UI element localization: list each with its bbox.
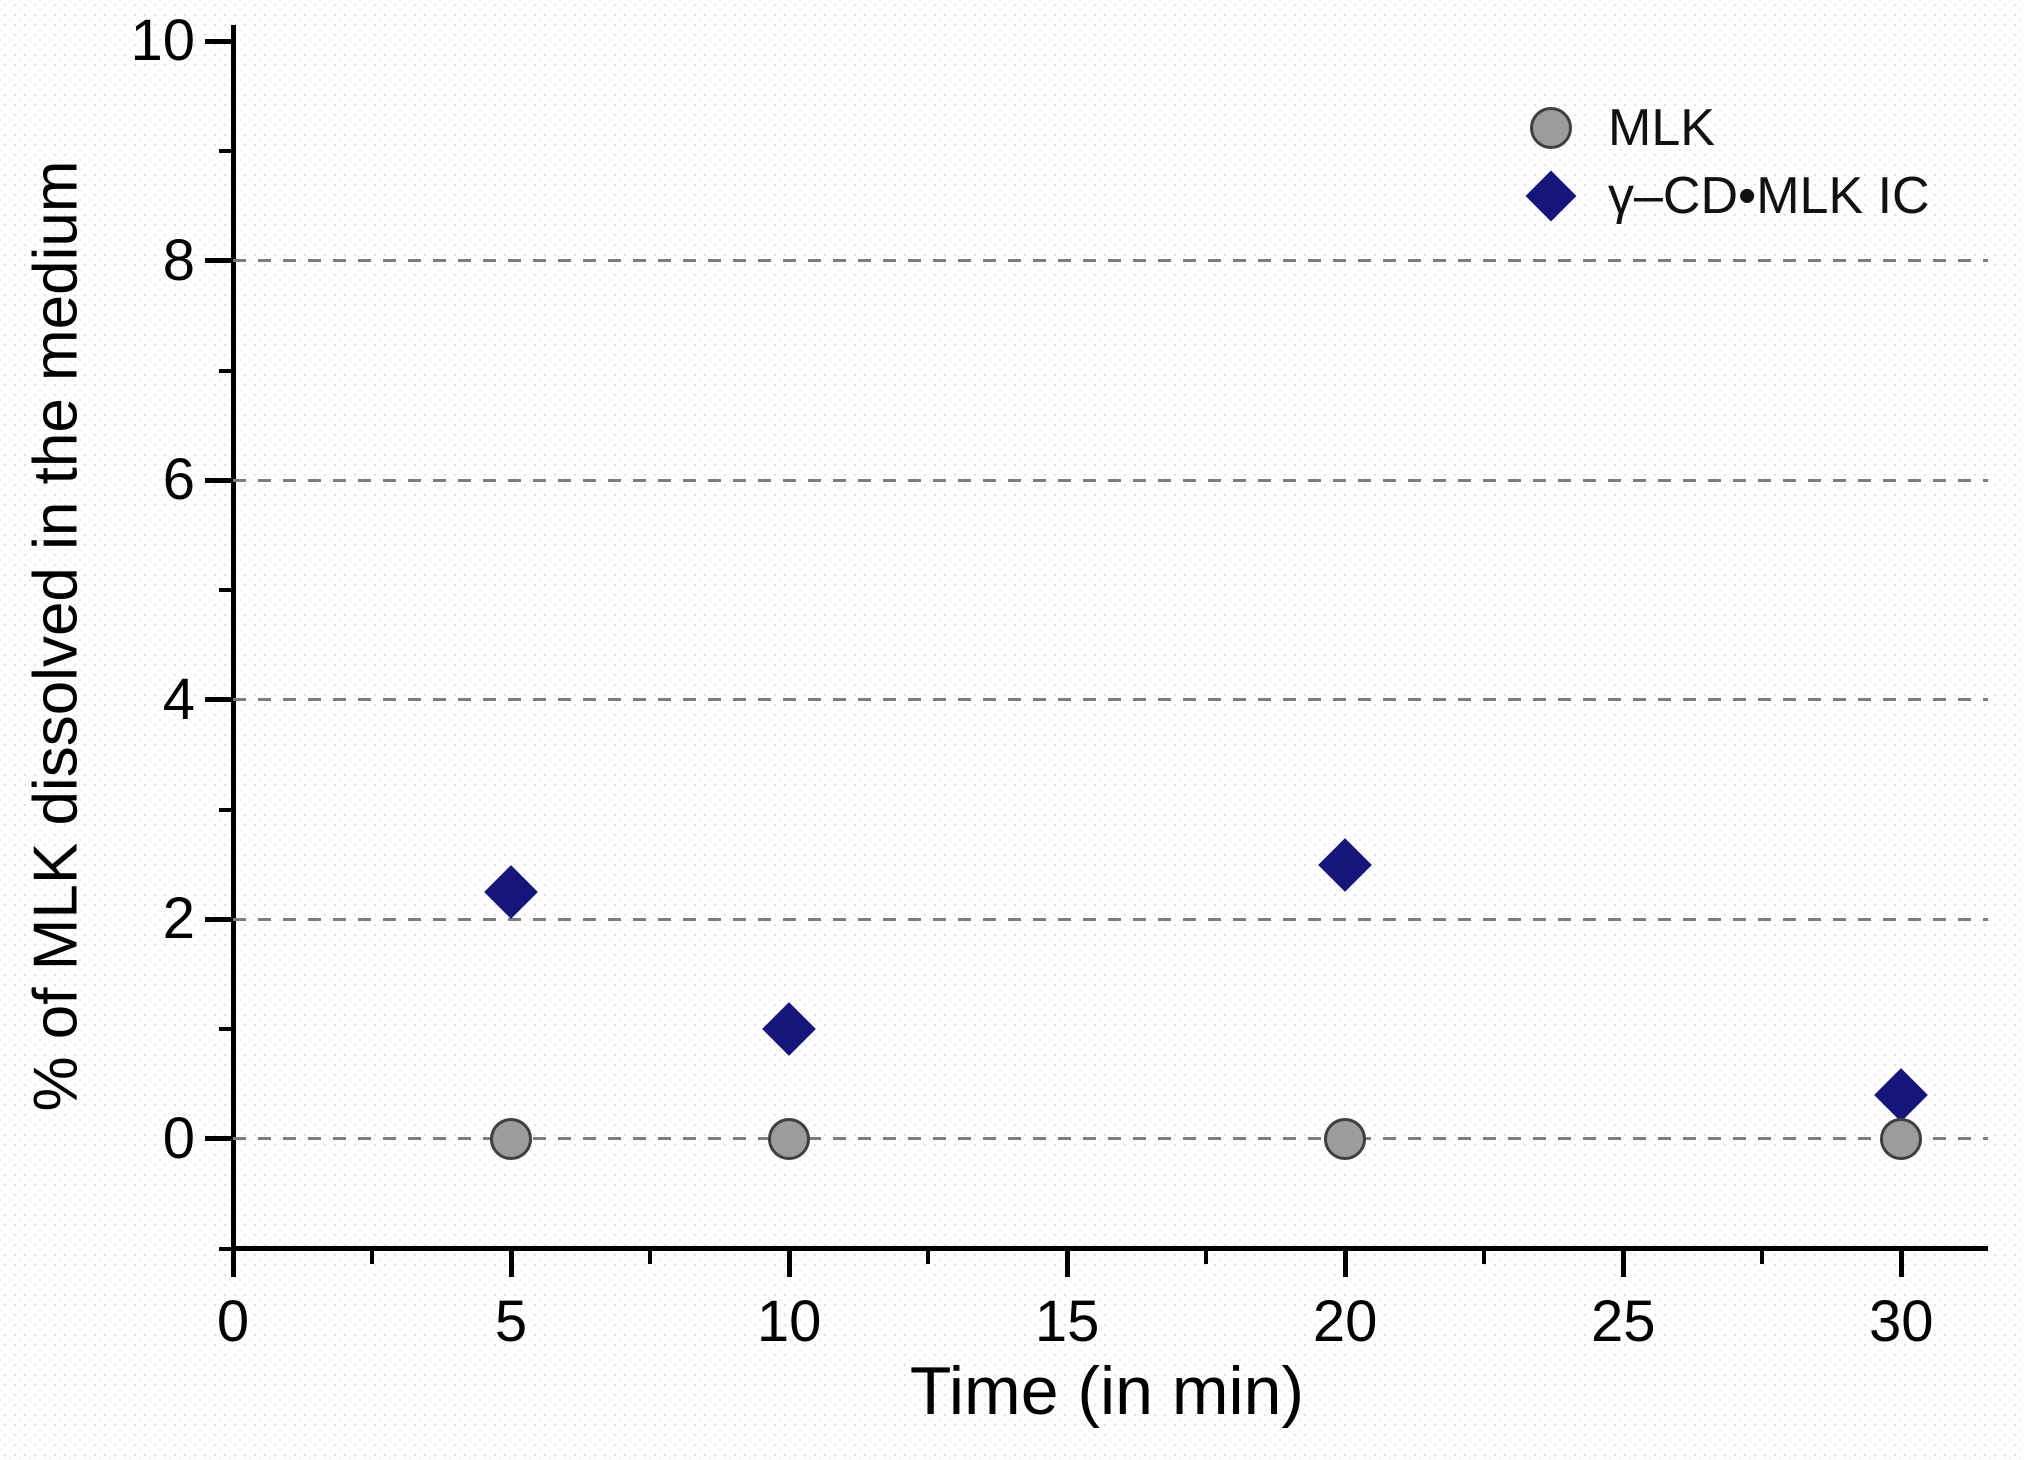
- y-axis-major-tick: [205, 477, 233, 483]
- x-tick-label: 0: [216, 1289, 250, 1354]
- legend-marker-cell: [1522, 107, 1580, 149]
- x-axis-major-tick: [1620, 1251, 1626, 1277]
- data-point-diamond: [1318, 837, 1373, 892]
- y-gridline: [233, 259, 1988, 263]
- x-tick-label: 25: [1590, 1289, 1656, 1354]
- data-point-circle: [768, 1117, 811, 1160]
- x-tick-label: 30: [1868, 1289, 1934, 1354]
- x-axis-minor-tick: [1204, 1251, 1209, 1264]
- x-axis-minor-tick: [1760, 1251, 1765, 1264]
- data-point-circle: [1324, 1117, 1367, 1160]
- y-gridline: [233, 917, 1988, 921]
- y-axis-minor-tick: [219, 1027, 233, 1032]
- x-axis-major-tick: [1064, 1251, 1070, 1277]
- y-tick-label: 6: [162, 447, 195, 513]
- x-axis-minor-tick: [648, 1251, 653, 1264]
- legend-item-mlk: MLK: [1522, 94, 1930, 162]
- y-axis-major-tick: [205, 258, 233, 264]
- x-tick-label: 10: [756, 1289, 822, 1354]
- y-tick-label: 8: [162, 227, 195, 293]
- y-axis-title: % of MLK dissolved in the medium: [21, 160, 91, 1112]
- y-axis-minor-tick: [219, 1246, 233, 1251]
- y-tick-label: 4: [162, 666, 195, 732]
- data-point-circle: [490, 1117, 533, 1160]
- x-axis-title: Time (in min): [909, 1353, 1305, 1429]
- x-axis-major-tick: [1342, 1251, 1348, 1277]
- data-point-diamond: [484, 865, 538, 919]
- y-axis-line: [231, 25, 236, 1276]
- diamond-marker-icon: [1525, 170, 1577, 222]
- y-gridline: [233, 478, 1988, 482]
- y-gridline: [233, 698, 1988, 702]
- legend-label-mlk: MLK: [1608, 99, 1715, 157]
- x-tick-label: 15: [1034, 1289, 1100, 1354]
- data-point-diamond: [1874, 1068, 1929, 1122]
- y-axis-major-tick: [205, 1136, 233, 1142]
- y-gridline: [233, 1137, 1988, 1141]
- y-axis-minor-tick: [219, 149, 233, 154]
- x-axis-major-tick: [1898, 1251, 1904, 1277]
- x-axis-major-tick: [786, 1251, 792, 1277]
- circle-marker-icon: [1530, 107, 1572, 149]
- legend-label-gcd-mlk-ic: γ–CD•MLK IC: [1608, 167, 1930, 225]
- y-tick-label: 10: [130, 8, 195, 74]
- y-axis-minor-tick: [219, 588, 233, 593]
- x-tick-label: 5: [494, 1289, 528, 1354]
- y-axis-minor-tick: [219, 807, 233, 812]
- x-axis-minor-tick: [370, 1251, 375, 1264]
- legend-marker-cell: [1522, 170, 1580, 222]
- x-axis-major-tick: [230, 1251, 236, 1277]
- y-axis-major-tick: [205, 916, 233, 922]
- x-tick-label: 20: [1312, 1289, 1378, 1354]
- data-point-circle: [1880, 1117, 1923, 1160]
- legend: MLK γ–CD•MLK IC: [1522, 94, 1930, 230]
- y-tick-label: 2: [162, 886, 195, 952]
- legend-item-gcd-mlk-ic: γ–CD•MLK IC: [1522, 162, 1930, 230]
- x-axis-minor-tick: [926, 1251, 931, 1264]
- data-point-diamond: [762, 1002, 816, 1057]
- y-axis-minor-tick: [219, 368, 233, 373]
- y-axis-major-tick: [205, 38, 233, 44]
- y-tick-label: 0: [162, 1105, 195, 1171]
- x-axis-major-tick: [508, 1251, 514, 1277]
- x-axis-line: [231, 1246, 1988, 1251]
- x-axis-minor-tick: [1482, 1251, 1487, 1264]
- y-axis-major-tick: [205, 697, 233, 703]
